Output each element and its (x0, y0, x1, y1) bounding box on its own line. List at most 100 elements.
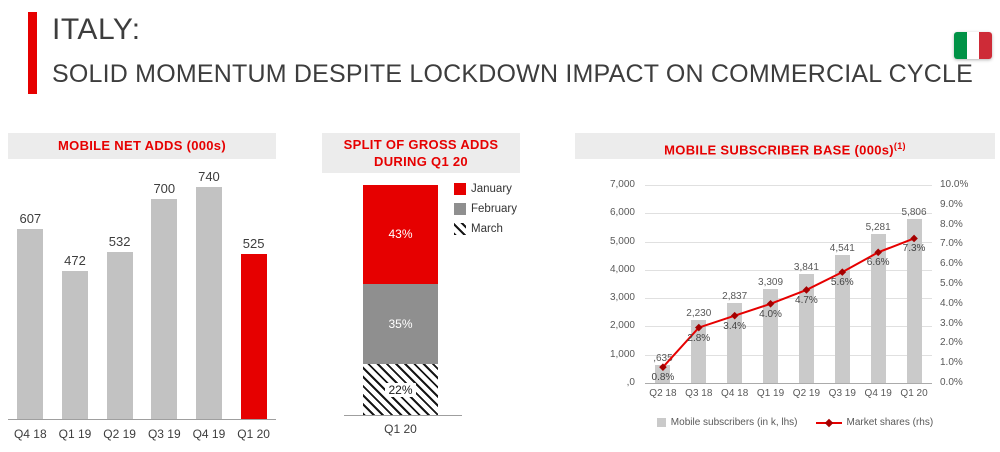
flag-stripe-green (954, 32, 967, 59)
chart-title-line2: DURING Q1 20 (374, 154, 468, 169)
bar (655, 365, 671, 383)
line-value-label: 5.6% (830, 277, 854, 289)
y-axis-tick-right: 9.0% (940, 198, 963, 210)
bar-column: 700 (142, 181, 186, 419)
x-axis-label: Q4 19 (192, 427, 226, 441)
diamond-marker-icon (838, 268, 847, 276)
y-axis-tick-right: 8.0% (940, 218, 963, 230)
bar-column: 740 (187, 169, 231, 419)
x-axis-label: Q1 20 (384, 422, 417, 436)
x-axis-label: Q1 20 (900, 388, 928, 399)
chart-mobile-subscriber-base: MOBILE SUBSCRIBER BASE (000s)(1) ,635 2,2… (575, 133, 995, 443)
x-axis-label: Q3 19 (828, 388, 856, 399)
bar (17, 228, 44, 419)
march-swatch-icon (454, 223, 466, 235)
bar (834, 254, 850, 383)
segment-label: 43% (388, 227, 413, 242)
y-axis-tick-left: ,0 (626, 377, 635, 388)
italy-flag-icon (954, 32, 992, 59)
y-axis-tick-left: 3,000 (609, 292, 635, 304)
gridline (645, 185, 932, 186)
bar-column: 2,230 (681, 308, 717, 383)
stacked-segment-february: 35% (363, 283, 438, 365)
x-axis-label: Q2 19 (792, 388, 821, 399)
gridline (645, 241, 932, 243)
y-axis-tick-right: 4.0% (940, 297, 963, 309)
bar-value-label: ,635 (653, 353, 673, 365)
bar-columns: ,635 2,230 2,837 3,309 3,841 4,541 5,281 5,806 (645, 185, 932, 383)
bar-column: 2,837 (717, 291, 753, 383)
chart-title: MOBILE SUBSCRIBER BASE (000s)(1) (575, 133, 995, 159)
page-subtitle: SOLID MOMENTUM DESPITE LOCKDOWN IMPACT O… (52, 60, 973, 88)
legend-item-line: Market shares (rhs) (815, 417, 934, 428)
gross-adds-legend: January February March (454, 183, 517, 243)
bar-column: 3,841 (789, 262, 825, 383)
diamond-marker-icon (659, 363, 667, 371)
bar-value-label: 4,541 (829, 242, 855, 254)
gridline (645, 213, 932, 215)
net-adds-xlabels: Q4 18 Q1 19 Q2 19 Q3 19 Q4 19 Q1 20 (8, 427, 276, 441)
x-axis-label: Q3 18 (685, 388, 713, 399)
bar-column: 5,806 (896, 207, 932, 383)
line-value-label: 3.4% (723, 320, 747, 332)
january-swatch-icon (454, 183, 466, 195)
segment-label: 35% (388, 317, 413, 332)
gridline (645, 383, 932, 384)
bar-value-label: 532 (108, 234, 131, 250)
bar-value-label: 3,309 (758, 277, 784, 289)
bar-value-label: 5,281 (865, 221, 891, 233)
y-axis-tick-right: 0.0% (940, 377, 963, 388)
x-axis-line (344, 415, 462, 416)
bar-column: 3,309 (753, 277, 789, 383)
bar (906, 218, 922, 383)
line-value-label: 2.8% (687, 332, 711, 344)
bar-column: 472 (53, 253, 97, 419)
bar (61, 270, 88, 419)
diamond-marker-icon (910, 234, 918, 243)
gridline (645, 269, 932, 271)
line-value-label: 7.3% (902, 243, 926, 255)
bar-column: 525 (232, 236, 276, 419)
flag-stripe-red (979, 32, 992, 59)
bar (195, 186, 222, 419)
gridline (645, 354, 932, 356)
x-axis-label: Q1 19 (756, 388, 785, 399)
y-axis-tick-right: 6.0% (940, 258, 963, 270)
accent-bar (28, 12, 37, 94)
subscriber-xlabels: Q2 18 Q3 18 Q4 18 Q1 19 Q2 19 Q3 19 Q4 19 Q1 20 (645, 388, 932, 399)
page-title: ITALY: (52, 13, 141, 46)
bar-value-label: 2,230 (686, 307, 712, 319)
x-axis-label: Q1 20 (237, 427, 270, 441)
bar-column: 5,281 (860, 222, 896, 383)
line-swatch-diamond (824, 418, 833, 427)
legend-label: February (471, 203, 518, 215)
line-value-label: 0.8% (651, 372, 675, 384)
legend-item-march: March (454, 223, 517, 235)
bar-value-label: 700 (153, 181, 176, 197)
bar (691, 319, 707, 383)
legend-label: March (471, 223, 503, 235)
line-value-label: 4.0% (759, 308, 782, 320)
chart-split-of-gross-adds: SPLIT OF GROSS ADDS DURING Q1 20 43% 35% 2… (322, 133, 520, 443)
bar (151, 199, 178, 419)
legend-label-line: Market shares (rhs) (846, 417, 934, 428)
bar (240, 254, 267, 419)
x-axis-label: Q4 18 (721, 388, 749, 399)
y-axis-tick-right: 3.0% (940, 317, 963, 329)
y-axis-tick-left: 7,000 (609, 179, 635, 190)
gross-adds-stacked-bar: 43% 35% 22% (363, 185, 438, 415)
bar-column: 532 (98, 234, 142, 419)
x-axis-label: Q4 19 (864, 388, 892, 399)
bar-swatch-icon (656, 418, 666, 427)
bar-value-label: 2,837 (722, 290, 748, 302)
line-path (662, 237, 915, 368)
legend-item-february: February (454, 203, 517, 215)
bar (798, 274, 814, 383)
segment-label: 22% (385, 382, 416, 397)
y-axis-tick-right: 7.0% (940, 238, 963, 250)
subscriber-chart-area: ,635 2,230 2,837 3,309 3,841 4,541 5,281 5,806 0… (575, 159, 995, 443)
subscriber-legend: Mobile subscribers (in k, lhs) Market sh… (615, 417, 975, 428)
diamond-marker-icon (802, 286, 811, 294)
y-axis-tick-left: 5,000 (609, 235, 635, 247)
